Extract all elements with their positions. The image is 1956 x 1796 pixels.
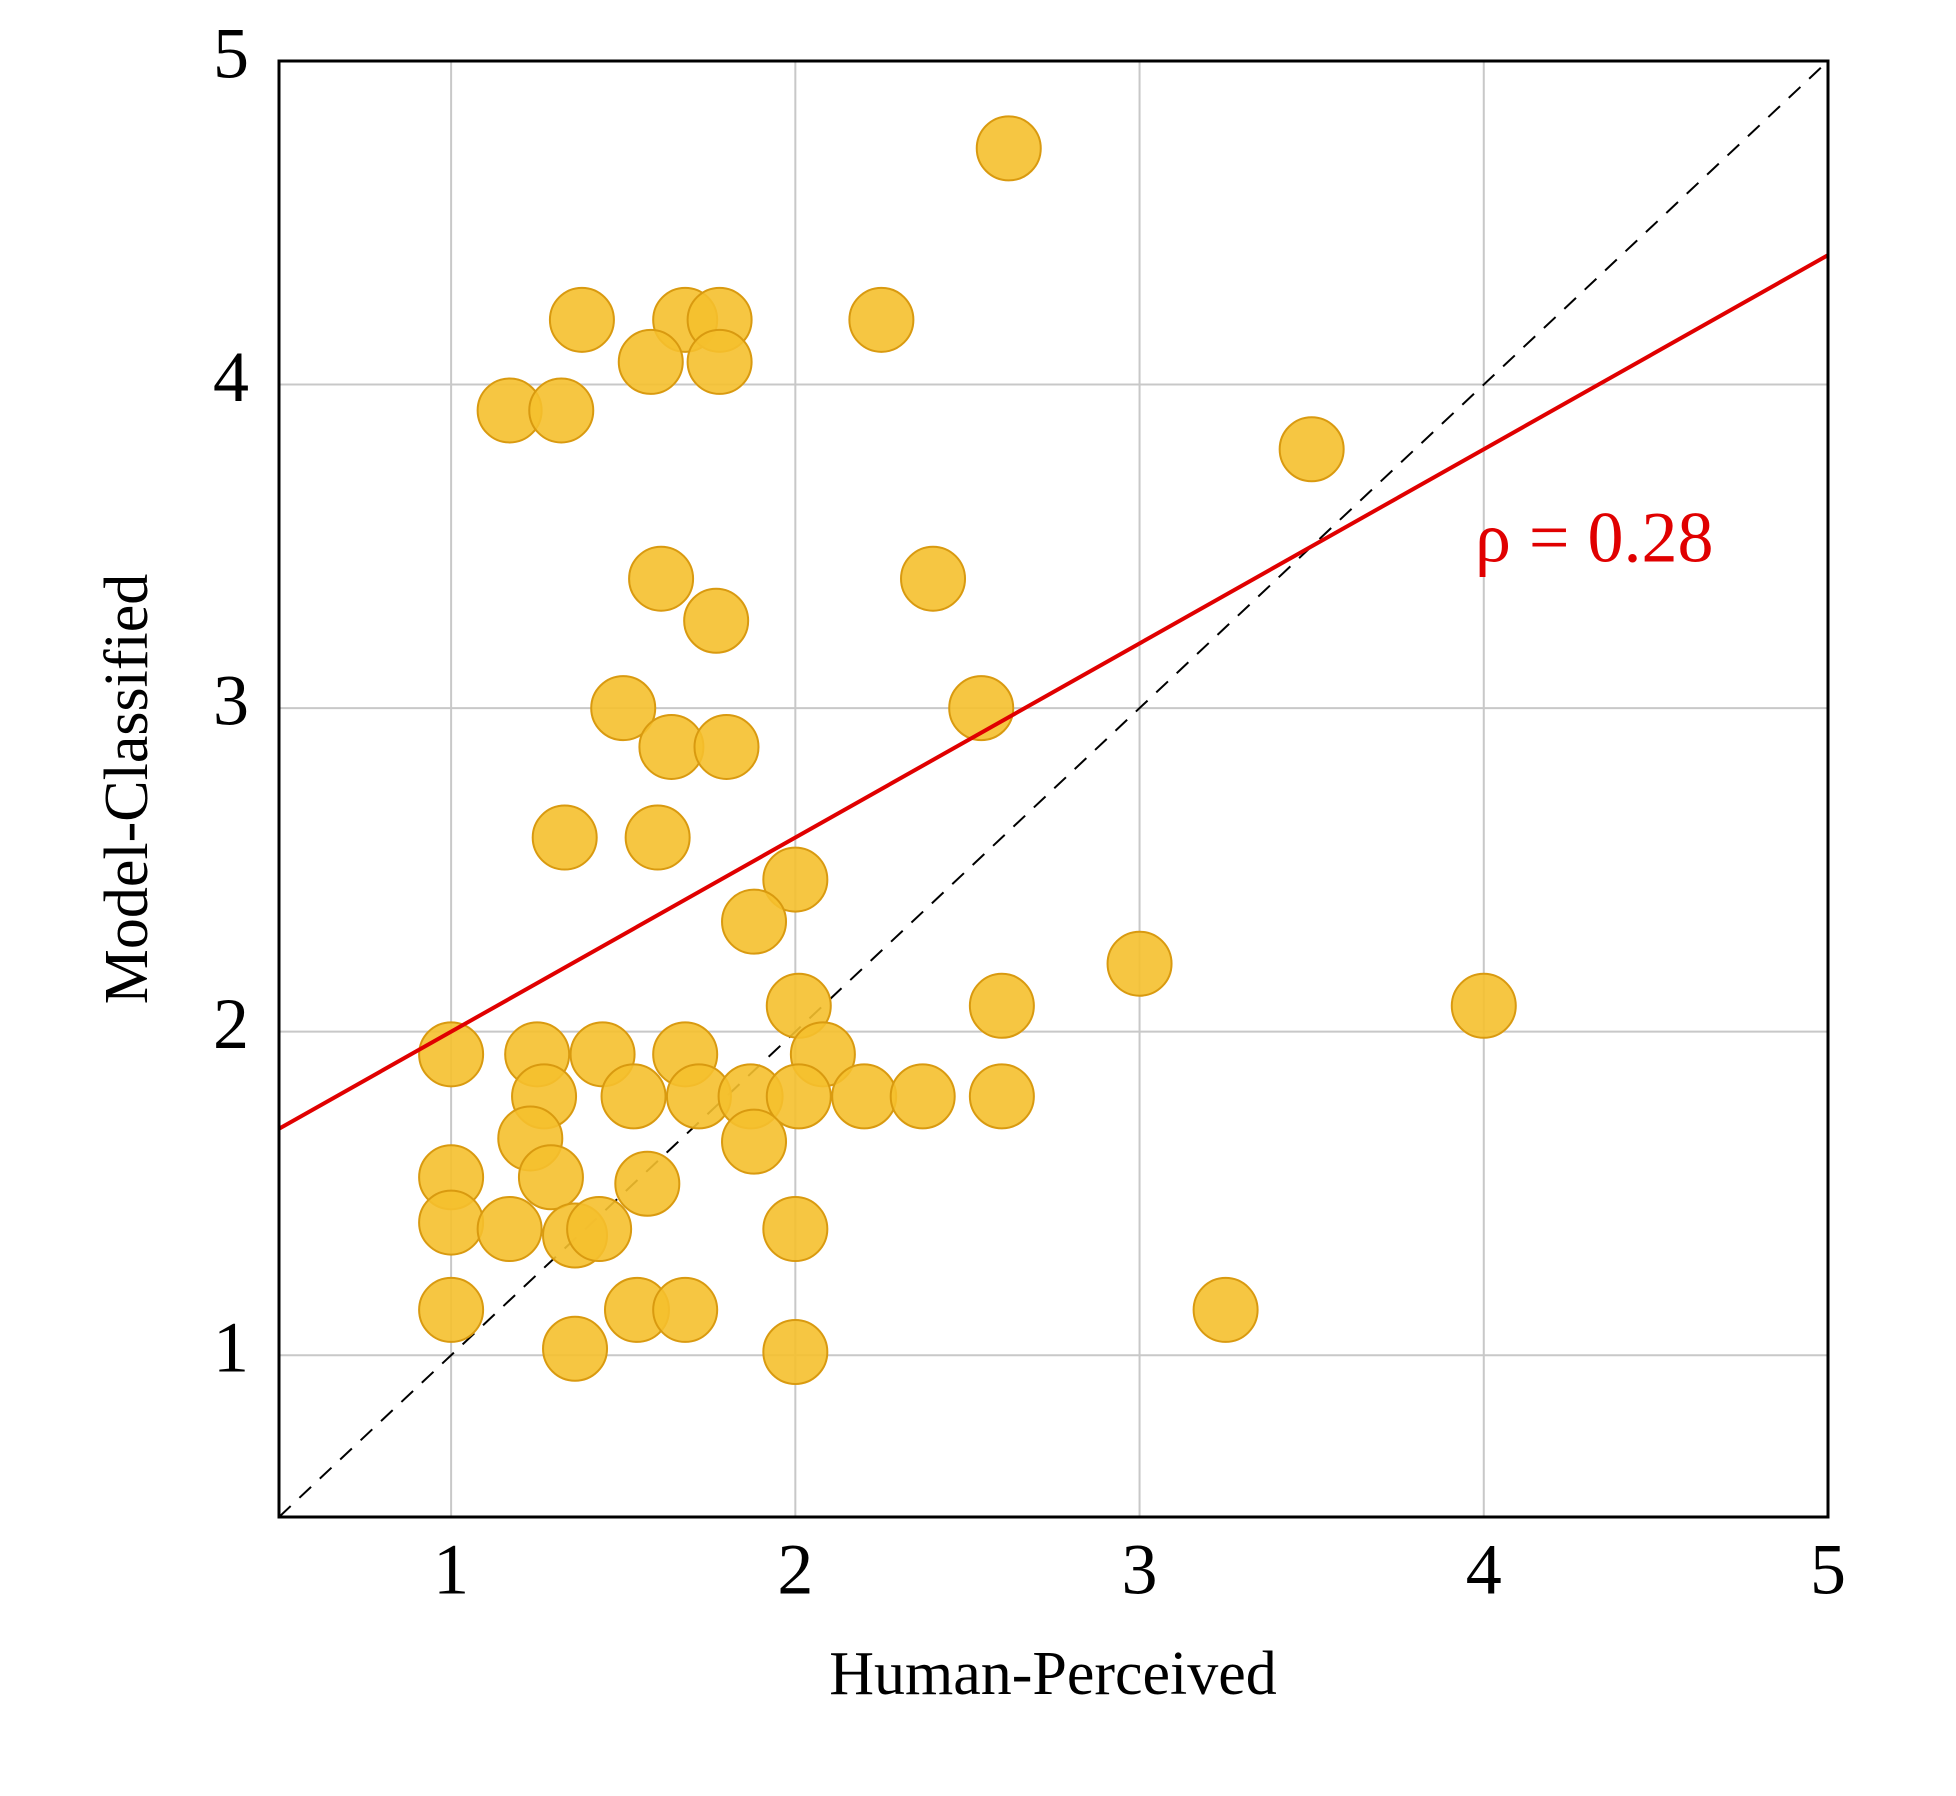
point [628, 545, 695, 612]
x-tick-label: 3 [1122, 1530, 1158, 1610]
y-tick-label: 1 [213, 1308, 249, 1388]
y-axis-label: Model-Classified [93, 574, 161, 1005]
point [900, 545, 967, 612]
y-tick-label: 2 [213, 984, 249, 1064]
point [968, 1063, 1035, 1130]
y-tick-label: 5 [213, 14, 249, 94]
fit-line [278, 253, 1829, 1131]
point [765, 1063, 832, 1130]
point [831, 1063, 898, 1130]
x-tick-label: 2 [777, 1530, 813, 1610]
point [1192, 1276, 1259, 1343]
point [600, 1063, 667, 1130]
point [693, 713, 760, 780]
point [762, 1196, 829, 1263]
point [762, 1318, 829, 1385]
x-tick-label: 5 [1810, 1530, 1846, 1610]
point [889, 1063, 956, 1130]
point [617, 328, 684, 395]
point [624, 804, 691, 871]
point [968, 972, 1035, 1039]
point [652, 1276, 719, 1343]
point [683, 587, 750, 654]
point [528, 377, 595, 444]
point [566, 1196, 633, 1263]
point [975, 115, 1042, 182]
point [418, 1021, 485, 1088]
annotation: ρ = 0.28 [1475, 498, 1714, 578]
point [848, 286, 915, 353]
point [1106, 930, 1173, 997]
x-tick-label: 4 [1466, 1530, 1502, 1610]
y-tick-label: 4 [213, 337, 249, 417]
point [614, 1150, 681, 1217]
point [762, 846, 829, 913]
plot-frame [277, 59, 1830, 1519]
x-axis-label: Human-Perceived [829, 1640, 1277, 1708]
point [418, 1189, 485, 1256]
point [686, 328, 753, 395]
point [721, 1108, 788, 1175]
x-tick-label: 1 [433, 1530, 469, 1610]
point [531, 804, 598, 871]
point [542, 1315, 609, 1382]
reference-line [278, 60, 1829, 1518]
point [1278, 416, 1345, 483]
y-tick-label: 3 [213, 661, 249, 741]
point [1450, 972, 1517, 1039]
point [548, 286, 615, 353]
point [721, 888, 788, 955]
point [590, 675, 657, 742]
point [517, 1144, 584, 1211]
point [418, 1276, 485, 1343]
point [476, 1196, 543, 1263]
